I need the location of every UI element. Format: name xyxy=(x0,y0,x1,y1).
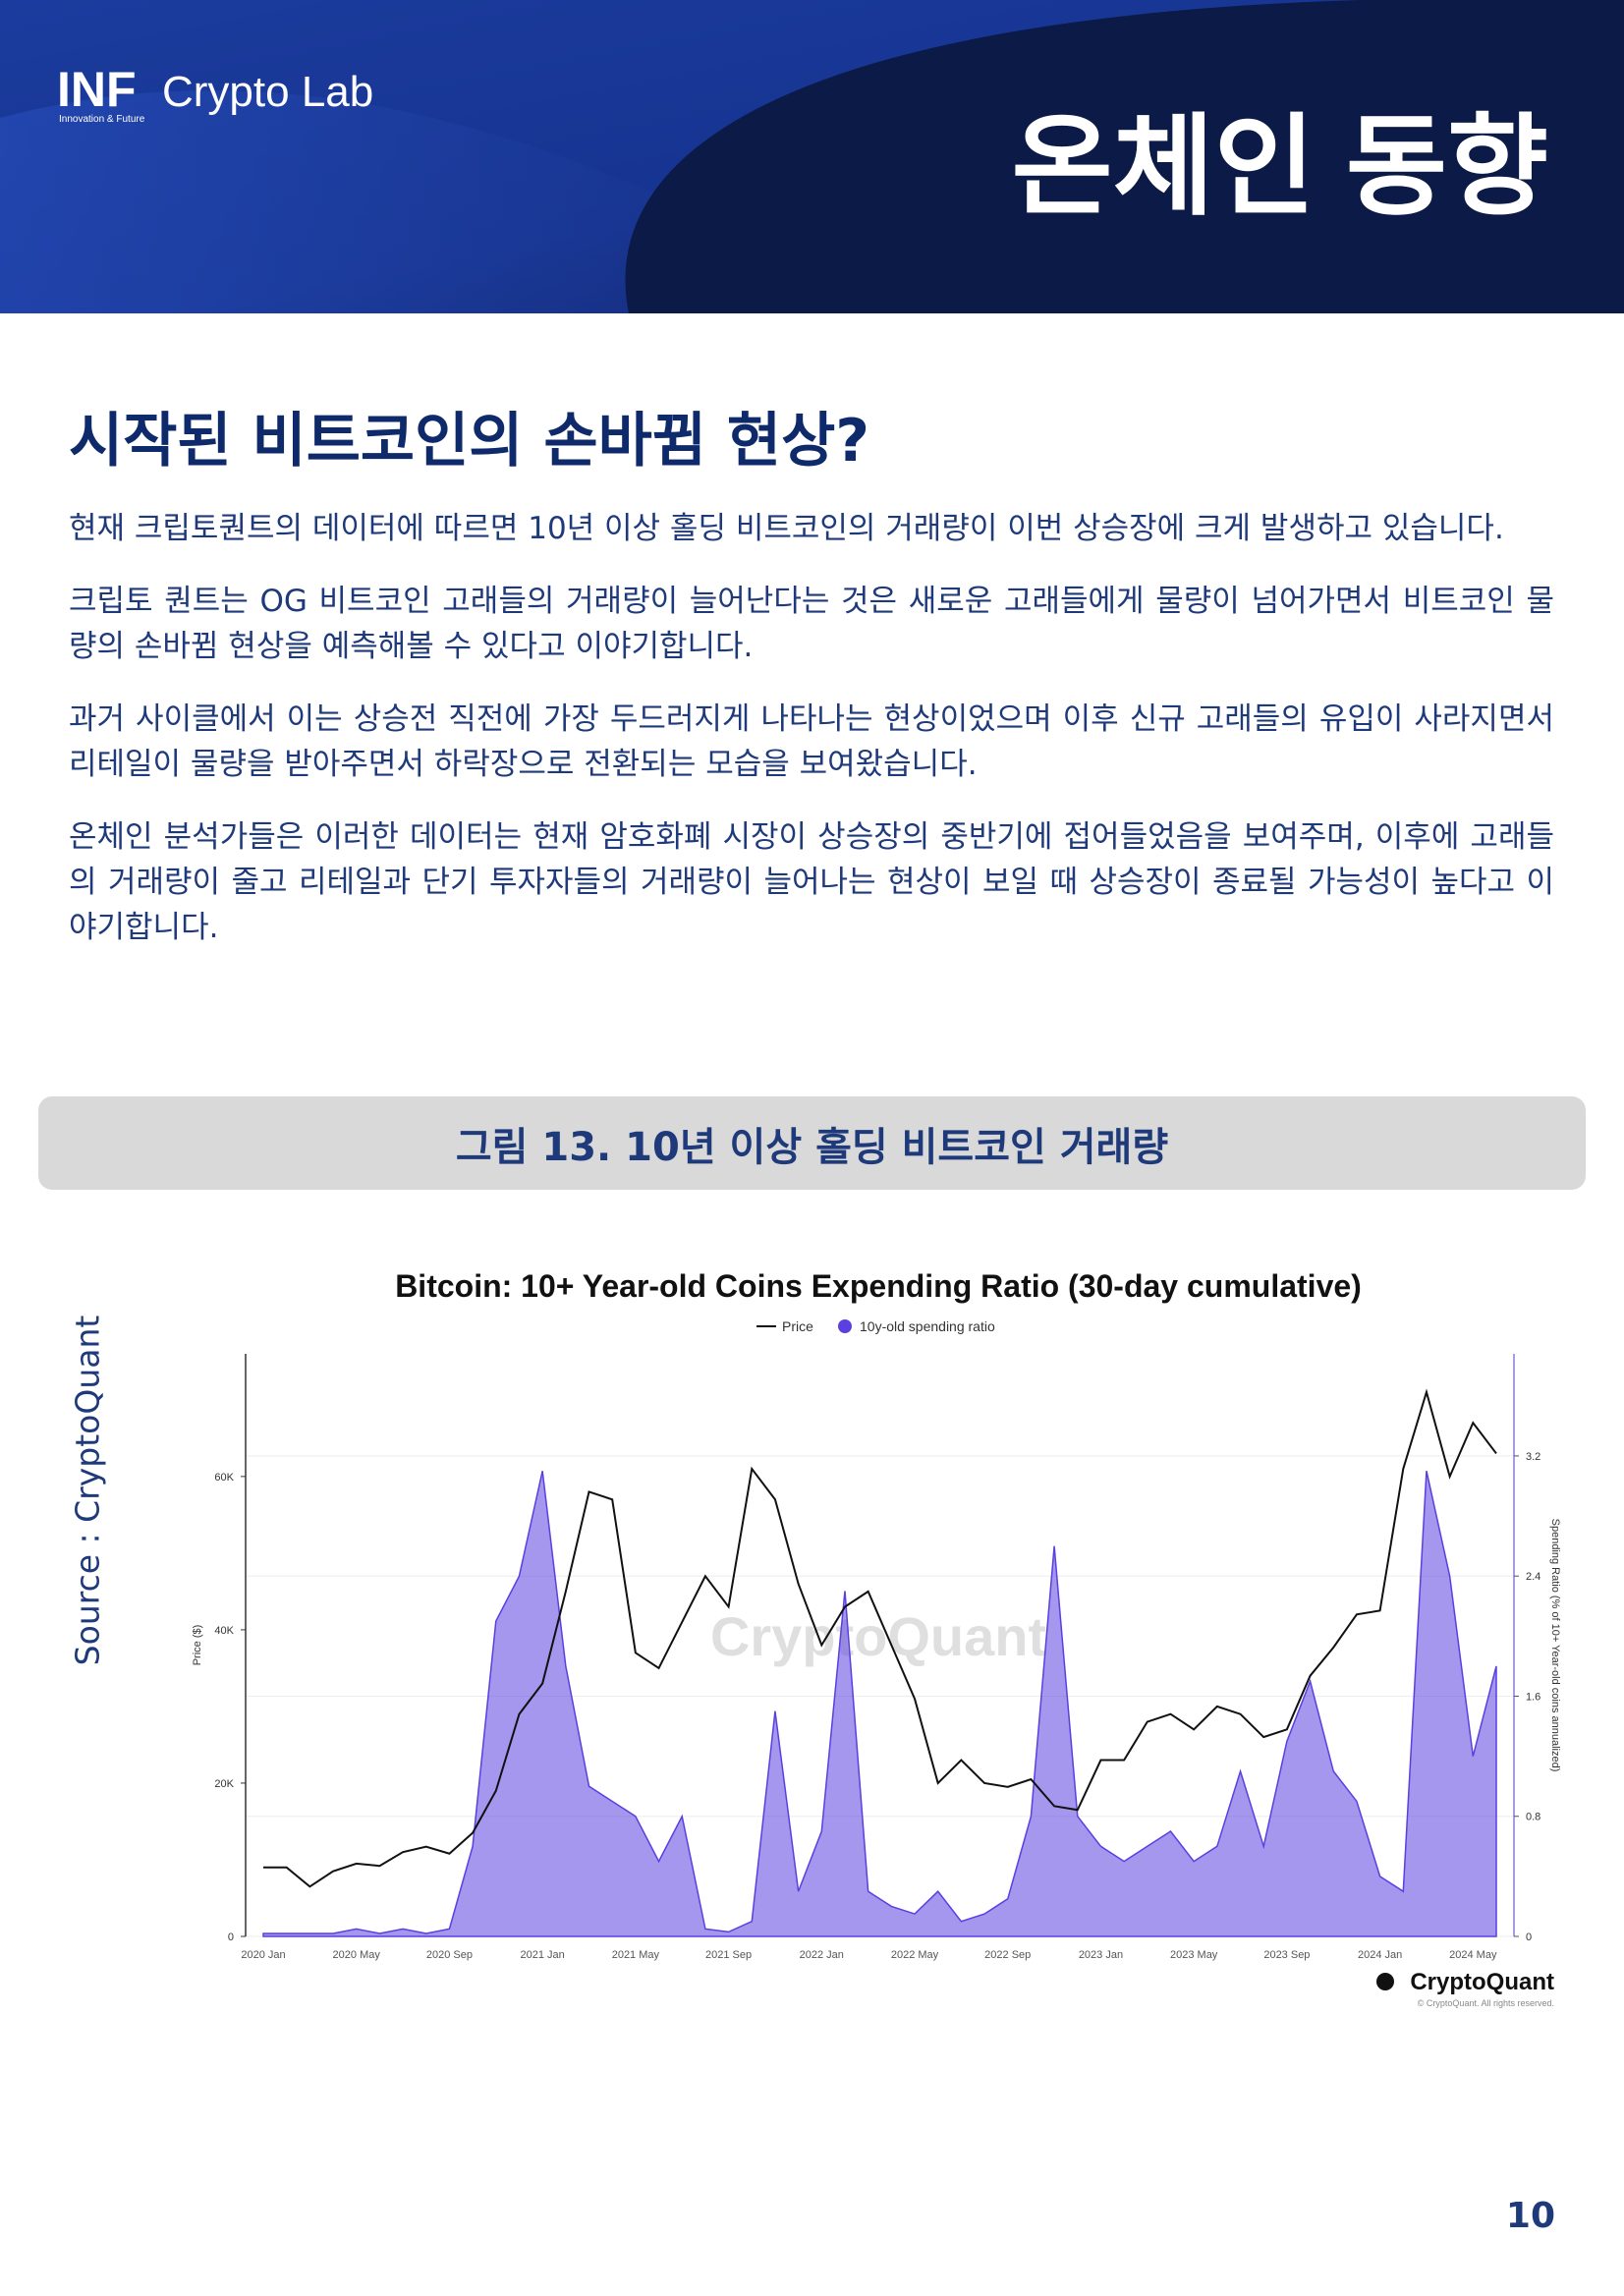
section-heading: 시작된 비트코인의 손바뀜 현상? xyxy=(69,407,870,476)
x-tick-label: 2023 Sep xyxy=(1263,1949,1310,1961)
chart-title: Bitcoin: 10+ Year-old Coins Expending Ra… xyxy=(395,1268,1362,1304)
legend-swatch xyxy=(838,1319,852,1333)
legend-label: 10y-old spending ratio xyxy=(860,1318,995,1334)
logo-tagline: Innovation & Future xyxy=(59,114,145,125)
y-tick-label: 40K xyxy=(214,1625,234,1637)
x-tick-label: 2020 Jan xyxy=(241,1949,285,1961)
ratio-area xyxy=(262,1471,1497,1937)
x-tick-label: 2023 May xyxy=(1170,1949,1218,1961)
x-tick-label: 2024 Jan xyxy=(1358,1949,1402,1961)
logo-mark: INF xyxy=(57,62,137,117)
y2-tick-label: 2.4 xyxy=(1526,1571,1540,1583)
header-banner: INF Crypto Lab Innovation & Future 온체인 동… xyxy=(0,0,1624,313)
caption-text: 그림 13. 10년 이상 홀딩 비트코인 거래량 xyxy=(455,1124,1169,1170)
banner-title: 온체인 동향 xyxy=(1012,105,1548,228)
x-tick-label: 2021 May xyxy=(612,1949,660,1961)
y2-tick-label: 0 xyxy=(1526,1932,1532,1943)
x-tick-label: 2020 May xyxy=(333,1949,381,1961)
y-axis-label: Price ($) xyxy=(192,1625,203,1666)
x-tick-label: 2020 Sep xyxy=(426,1949,473,1961)
y-tick-label: 60K xyxy=(214,1472,234,1484)
paragraphs: 현재 크립토퀀트의 데이터에 따르면 10년 이상 홀딩 비트코인의 거래량이 … xyxy=(69,506,1554,978)
x-tick-label: 2022 May xyxy=(891,1949,939,1961)
x-tick-label: 2022 Jan xyxy=(800,1949,844,1961)
price-line xyxy=(263,1388,1497,1888)
figure-caption: 그림 13. 10년 이상 홀딩 비트코인 거래량 xyxy=(38,1096,1586,1190)
brand-logo: CryptoQuant xyxy=(1410,1969,1554,1995)
x-tick-label: 2021 Jan xyxy=(521,1949,565,1961)
copyright: © CryptoQuant. All rights reserved. xyxy=(1418,1998,1554,2008)
brand-icon xyxy=(1376,1973,1394,1990)
page-number: 10 xyxy=(1505,2196,1555,2236)
y-tick-label: 0 xyxy=(228,1932,234,1943)
x-tick-label: 2023 Jan xyxy=(1079,1949,1123,1961)
banner-shape xyxy=(625,0,1624,313)
paragraph: 크립토 퀀트는 OG 비트코인 고래들의 거래량이 늘어난다는 것은 새로운 고… xyxy=(69,584,1554,664)
paragraph: 과거 사이클에서 이는 상승전 직전에 가장 두드러지게 나타나는 현상이었으며… xyxy=(69,701,1554,782)
x-tick-label: 2021 Sep xyxy=(705,1949,752,1961)
paragraph: 현재 크립토퀀트의 데이터에 따르면 10년 이상 홀딩 비트코인의 거래량이 … xyxy=(69,511,1504,546)
y-tick-label: 20K xyxy=(214,1778,234,1790)
y2-tick-label: 1.6 xyxy=(1526,1691,1540,1703)
x-tick-label: 2022 Sep xyxy=(984,1949,1031,1961)
paragraph: 온체인 분석가들은 이러한 데이터는 현재 암호화폐 시장이 상승장의 중반기에… xyxy=(69,819,1554,945)
x-tick-label: 2024 May xyxy=(1449,1949,1497,1961)
y2-tick-label: 0.8 xyxy=(1526,1812,1540,1823)
y2-tick-label: 3.2 xyxy=(1526,1451,1540,1463)
legend-label: Price xyxy=(782,1318,813,1334)
y2-axis-label: Spending Ratio (% of 10+ Year-old coins … xyxy=(1549,1519,1561,1772)
logo-text: Crypto Lab xyxy=(162,68,373,116)
chart: Bitcoin: 10+ Year-old Coins Expending Ra… xyxy=(192,1268,1561,2008)
